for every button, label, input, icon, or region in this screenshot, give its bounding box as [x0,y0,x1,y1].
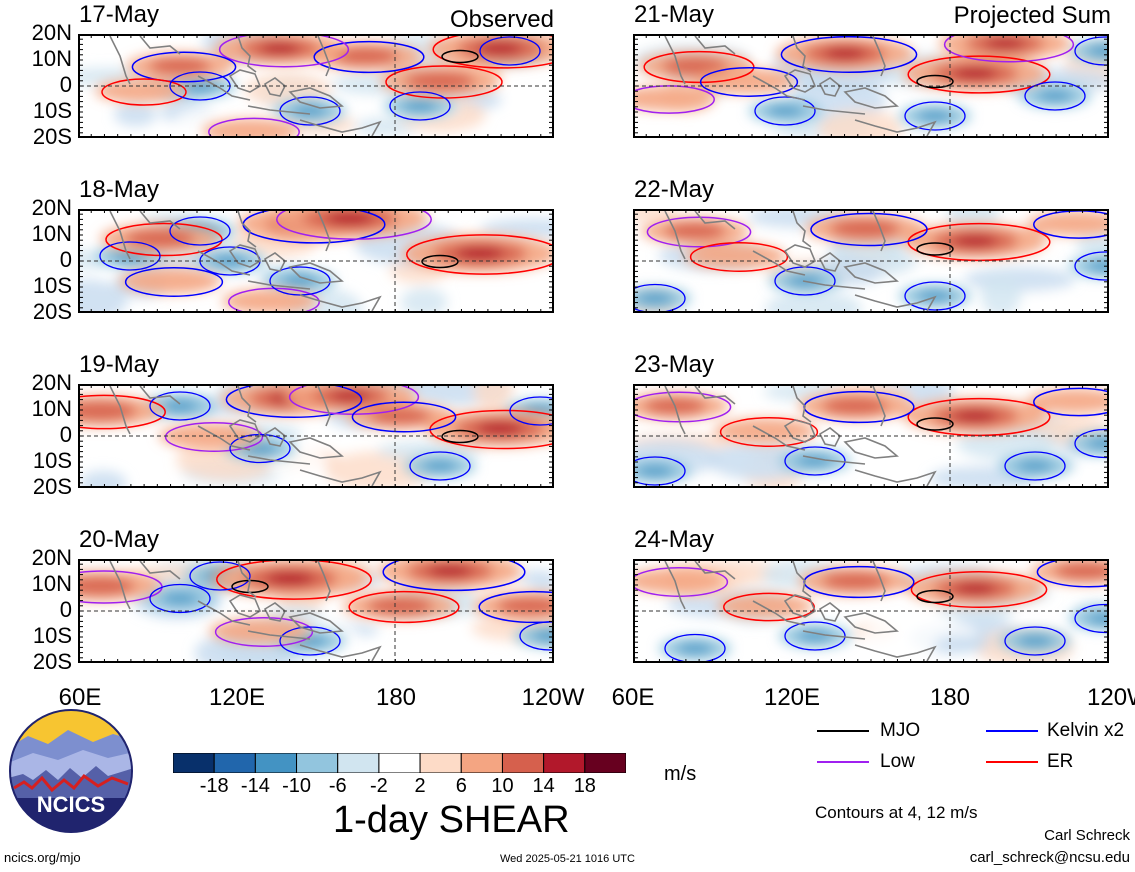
legend-er-line [986,761,1038,763]
author: Carl Schreck [1044,827,1130,844]
logo-text: NCICS [37,792,105,817]
colorbar-segment [172,752,215,774]
colorbar-segment [419,752,462,774]
lat-label-0: 0 [59,422,72,447]
colorbar-segment [296,752,339,774]
colorbar-segment [543,752,586,774]
colorbar-tick-label: 14 [532,775,555,797]
ncics-logo: NCICS [8,708,134,834]
lat-label-0: 0 [59,72,72,97]
lat-label-10s: 10S [32,448,72,473]
lon-label-120w-right: 120W [1087,686,1135,710]
map-panel-23-may [633,384,1109,488]
colorbar-segment [378,752,421,774]
lon-label-60e-right: 60E [611,684,655,711]
colorbar-tick-label: -2 [370,775,388,797]
lat-label-0: 0 [59,247,72,272]
panel-ticks [78,559,554,663]
legend-low-line [817,761,869,763]
lat-label-20s: 20S [32,474,72,499]
projected-label: Projected Sum [953,2,1111,29]
colorbar-units: m/s [664,763,697,785]
colorbar-segment [337,752,380,774]
colorbar-tick-label: 2 [414,775,426,797]
panel-date-17-may: 17-May [79,1,160,28]
lon-label-180-right: 180 [929,684,971,711]
lon-label-60e: 60E [58,684,102,711]
map-panel-20-may [78,559,554,663]
lat-label-20n: 20N [31,545,72,570]
author-email[interactable]: carl_schreck@ncsu.edu [969,849,1130,866]
colorbar-segment [501,752,545,774]
contours-note: Contours at 4, 12 m/s [815,803,978,822]
lat-label-10n: 10N [31,46,72,71]
lat-label-20s: 20S [32,299,72,324]
lon-label-120e-right: 120E [763,684,821,711]
lon-label-120w: 120W [521,684,585,711]
colorbar-tick-label: -6 [328,775,347,797]
lat-label-20s: 20S [32,649,72,674]
panel-ticks [633,34,1109,138]
panel-date-18-may: 18-May [79,176,160,203]
lat-label-10n: 10N [31,221,72,246]
colorbar-title: 1-day SHEAR [333,799,570,841]
lat-label-20s: 20S [32,124,72,149]
lon-label-120e: 120E [208,684,266,711]
panel-date-20-may: 20-May [79,526,160,553]
timestamp: Wed 2025-05-21 1016 UTC [500,853,635,865]
colorbar-segment [584,752,627,774]
panel-date-19-may: 19-May [79,351,160,378]
legend-kelvin-label: Kelvin x2 [1047,720,1125,741]
panel-ticks [633,384,1109,488]
lat-label-10s: 10S [32,98,72,123]
panel-date-22-may: 22-May [634,176,715,203]
panel-date-24-may: 24-May [634,526,715,553]
panel-date-21-may: 21-May [634,1,715,28]
map-panel-17-may [78,34,554,138]
colorbar-segment [254,752,298,774]
colorbar-tick-label: -18 [199,775,229,797]
lat-label-10s: 10S [32,273,72,298]
legend-mjo-label: MJO [880,720,921,741]
lat-label-10n: 10N [31,396,72,421]
colorbar-tick-label: 10 [491,775,514,797]
colorbar-tick-label: -14 [240,775,270,797]
colorbar-segment [460,752,503,774]
lat-label-10s: 10S [32,623,72,648]
map-panel-18-may [78,209,554,313]
legend-kelvin-line [986,730,1038,732]
panel-ticks [633,209,1109,313]
lat-label-20n: 20N [31,20,72,45]
panel-ticks [78,34,554,138]
panel-ticks [78,384,554,488]
legend-er-label: ER [1047,751,1074,772]
website-link[interactable]: ncics.org/mjo [4,850,81,865]
colorbar-tick-label: 18 [573,775,596,797]
colorbar-segment [213,752,256,774]
colorbar [172,752,627,774]
lat-label-20n: 20N [31,195,72,220]
legend-mjo-line [817,730,869,732]
colorbar-tick-label: 6 [455,775,467,797]
lat-label-10n: 10N [31,571,72,596]
map-panel-22-may [633,209,1109,313]
observed-label: Observed [449,6,554,33]
panel-ticks [78,209,554,313]
legend-low-label: Low [880,751,915,772]
panel-date-23-may: 23-May [634,351,715,378]
panel-ticks [633,559,1109,663]
colorbar-tick-label: -10 [282,775,311,797]
lat-label-20n: 20N [31,370,72,395]
lat-label-0: 0 [59,597,72,622]
lon-label-180: 180 [375,684,417,711]
